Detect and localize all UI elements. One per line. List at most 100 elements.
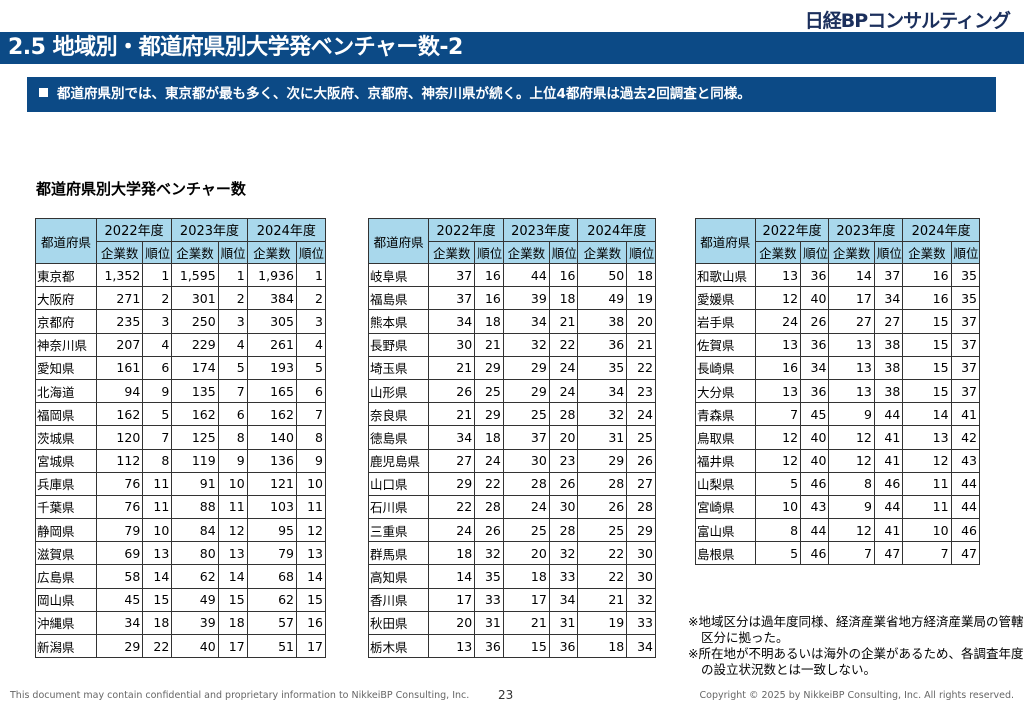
rank-header: 順位 [950, 240, 981, 264]
table-row: 愛媛県 12 40 17 34 16 35 [695, 286, 981, 311]
company-count: 7 [902, 541, 952, 566]
subheader-row: 企業数 順位 企業数 順位 企業数 順位 [36, 240, 327, 264]
rank: 33 [626, 610, 656, 636]
rank: 28 [548, 518, 579, 543]
company-count: 121 [246, 471, 297, 496]
rank: 32 [626, 587, 656, 612]
company-count: 20 [502, 541, 550, 566]
prefecture-table-3: 都道府県 2022年度 2023年度 2024年度 企業数 順位 企業数 順位 企業数 順位 和歌山… [695, 218, 981, 566]
table-row: 青森県 7 45 9 44 14 41 [695, 402, 981, 427]
count-header: 企業数 [828, 240, 875, 264]
prefecture-name: 徳島県 [367, 425, 430, 450]
rank: 26 [800, 309, 830, 334]
rank: 44 [950, 471, 981, 496]
count-header: 企業数 [754, 240, 802, 264]
rank: 2 [217, 286, 248, 311]
rank: 14 [142, 564, 173, 589]
table-row: 群馬県 18 32 20 32 22 30 [367, 541, 656, 566]
table-row: 神奈川県 207 4 229 4 261 4 [35, 332, 327, 357]
prefecture-name: 広島県 [35, 564, 97, 589]
rank: 36 [800, 262, 830, 288]
rank: 37 [950, 309, 981, 334]
subheader-row: 企業数 順位 企業数 順位 企業数 順位 [696, 240, 981, 264]
company-count: 261 [246, 332, 297, 357]
rank: 29 [626, 518, 656, 543]
company-count: 37 [428, 286, 476, 311]
count-header: 企業数 [428, 240, 476, 264]
rank: 35 [474, 564, 504, 589]
company-count: 58 [95, 564, 144, 589]
table-row: 熊本県 34 18 34 21 38 20 [367, 309, 656, 334]
rank: 3 [142, 309, 173, 334]
rank: 2 [295, 286, 327, 311]
prefecture-name: 大分県 [695, 378, 756, 404]
table-row: 栃木県 13 36 15 36 18 34 [367, 633, 656, 659]
rank: 38 [873, 378, 904, 404]
header-row: 都道府県 2022年度 2023年度 2024年度 [35, 218, 327, 264]
company-count: 21 [577, 587, 628, 612]
company-count: 44 [502, 262, 550, 288]
rank: 28 [474, 494, 504, 520]
table-row: 岐阜県 37 16 44 16 50 18 [367, 262, 656, 288]
rank: 46 [950, 518, 981, 543]
rank: 9 [142, 378, 173, 404]
rank: 44 [950, 494, 981, 520]
rank-header: 順位 [800, 240, 830, 264]
table-row: 徳島県 34 18 37 20 31 25 [367, 425, 656, 450]
rank: 21 [548, 309, 579, 334]
prefecture-name: 北海道 [35, 378, 97, 404]
table-row: 北海道 94 9 135 7 165 6 [35, 378, 327, 404]
prefecture-name: 鹿児島県 [367, 448, 430, 473]
rank: 5 [217, 355, 248, 380]
company-count: 18 [502, 564, 550, 589]
company-count: 34 [502, 309, 550, 334]
rank: 30 [626, 541, 656, 566]
rank: 24 [626, 402, 656, 427]
company-count: 9 [828, 494, 875, 520]
company-count: 38 [577, 309, 628, 334]
rank: 25 [474, 378, 504, 404]
rank: 17 [295, 633, 327, 659]
company-count: 88 [171, 494, 219, 520]
rank: 15 [217, 587, 248, 612]
company-count: 27 [428, 448, 476, 473]
rank: 34 [626, 633, 656, 659]
company-count: 25 [502, 402, 550, 427]
rank: 26 [626, 448, 656, 473]
prefecture-name: 京都府 [35, 309, 97, 334]
company-count: 15 [502, 633, 550, 659]
count-header: 企業数 [95, 240, 144, 264]
rank: 46 [800, 471, 830, 496]
company-count: 8 [754, 518, 802, 543]
prefecture-name: 茨城県 [35, 425, 97, 450]
rank-header: 順位 [474, 240, 504, 264]
prefecture-name: 奈良県 [367, 402, 430, 427]
company-count: 17 [428, 587, 476, 612]
rank: 42 [950, 425, 981, 450]
rank: 14 [295, 564, 327, 589]
company-count: 29 [502, 355, 550, 380]
rank: 7 [142, 425, 173, 450]
rank: 29 [474, 355, 504, 380]
rank: 11 [142, 494, 173, 520]
rank: 40 [800, 425, 830, 450]
rank: 15 [142, 587, 173, 612]
table-row: 宮城県 112 8 119 9 136 9 [35, 448, 327, 473]
summary-box: 都道府県別では、東京都が最も多く、次に大阪府、京都府、神奈川県が続く。上位4都府… [27, 77, 996, 112]
rank: 1 [217, 262, 248, 288]
prefecture-name: 岩手県 [695, 309, 756, 334]
table-row: 広島県 58 14 62 14 68 14 [35, 564, 327, 589]
table-row: 愛知県 161 6 174 5 193 5 [35, 355, 327, 380]
company-count: 235 [95, 309, 144, 334]
rank: 34 [548, 587, 579, 612]
prefecture-name: 群馬県 [367, 541, 430, 566]
company-count: 22 [428, 494, 476, 520]
company-count: 162 [246, 402, 297, 427]
prefecture-name: 熊本県 [367, 309, 430, 334]
company-count: 13 [754, 332, 802, 357]
rank: 5 [142, 402, 173, 427]
table-row: 大分県 13 36 13 38 15 37 [695, 378, 981, 404]
company-count: 40 [171, 633, 219, 659]
company-count: 30 [428, 332, 476, 357]
prefecture-name: 岡山県 [35, 587, 97, 612]
